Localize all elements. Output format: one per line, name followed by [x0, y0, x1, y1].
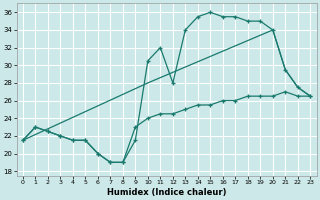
X-axis label: Humidex (Indice chaleur): Humidex (Indice chaleur): [107, 188, 226, 197]
